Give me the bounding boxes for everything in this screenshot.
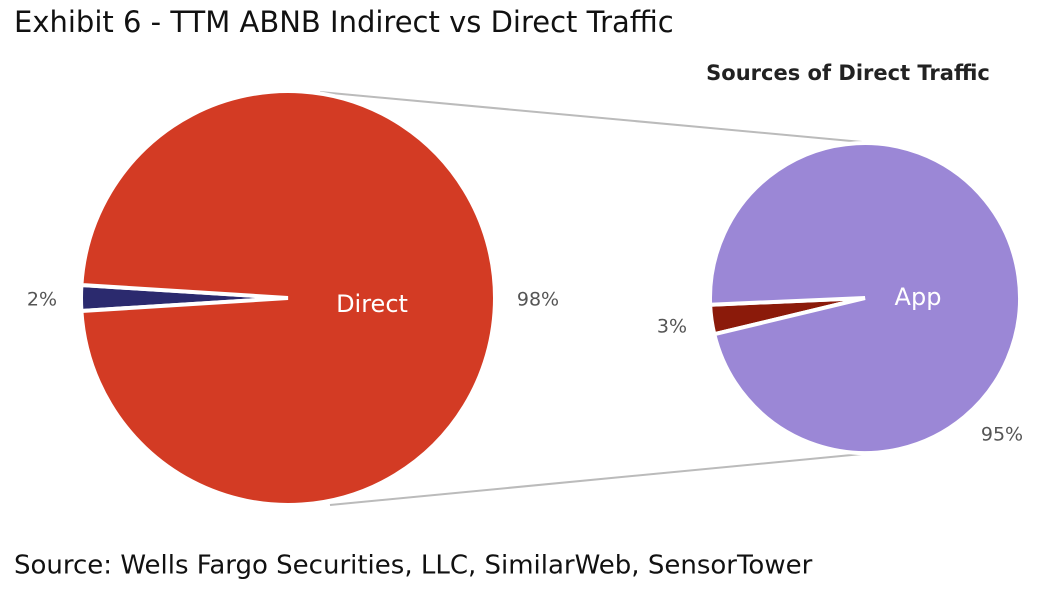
slice-label: Direct <box>336 290 408 318</box>
source: Source: Wells Fargo Securities, LLC, Sim… <box>14 551 813 581</box>
connector <box>329 453 863 506</box>
connector <box>319 91 863 143</box>
slice-label: App <box>895 283 942 311</box>
pie-slice <box>79 89 497 507</box>
value-label: 3% <box>657 316 687 338</box>
page-title: Exhibit 6 - TTM ABNB Indirect vs Direct … <box>14 5 674 39</box>
value-label: 98% <box>517 289 559 311</box>
value-label: 2% <box>27 289 57 311</box>
chart-title: Sources of Direct Traffic <box>706 61 990 85</box>
value-label: 95% <box>981 424 1023 446</box>
pie-slice <box>708 141 1022 455</box>
